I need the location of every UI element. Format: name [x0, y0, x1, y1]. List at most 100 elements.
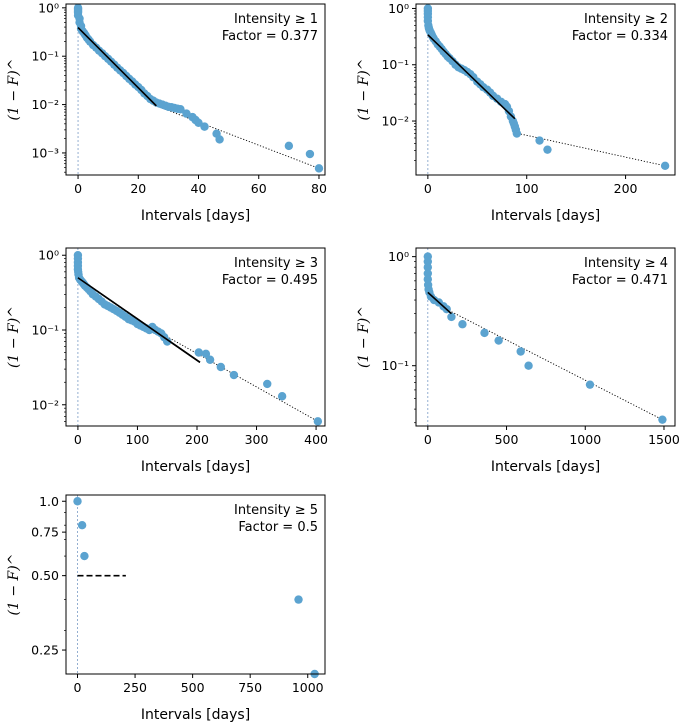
data-point: [494, 336, 503, 345]
data-point: [447, 312, 456, 322]
y-tick-label: 0.50: [31, 568, 59, 583]
data-point: [263, 379, 272, 389]
data-point: [77, 521, 87, 530]
data-point: [176, 105, 185, 114]
subplot-grid: 0 20 40 60 80 10⁻³ 10⁻² 10⁻¹ 10⁰ Intensity ≥ 1 Fac…: [6, 0, 680, 722]
data-point: [73, 497, 82, 506]
intensity-annotation: Intensity ≥ 5: [234, 503, 318, 518]
subplot-3: 0 100 200 300 400 10⁻² 10⁻¹ 10⁰ Intensity ≥ 3 Fac…: [6, 247, 328, 475]
axes-frame: [65, 494, 326, 675]
data-point: [201, 349, 211, 359]
data-point: [194, 348, 203, 357]
x-tick-label: 200: [185, 432, 209, 447]
data-point: [200, 122, 209, 131]
factor-annotation: Factor = 0.471: [572, 273, 668, 288]
exponential-fit-line-overlay: [427, 291, 452, 315]
y-tick-label: 10⁻²: [31, 397, 59, 412]
x-tick-label: 60: [251, 181, 267, 196]
data-point: [205, 355, 215, 364]
y-axis-label: (1 − F)^: [6, 554, 22, 616]
y-tick-label: 0.75: [31, 525, 59, 540]
exponential-fit-line-overlay: [77, 277, 201, 363]
y-tick-label: 10⁻³: [31, 145, 59, 160]
data-point: [543, 145, 552, 154]
x-tick-label: 400: [304, 432, 328, 447]
y-tick-label: 10⁻²: [31, 97, 59, 112]
y-tick-label: 10⁻¹: [381, 358, 409, 373]
x-tick-label: 0: [424, 181, 432, 196]
x-tick-label: 300: [245, 432, 269, 447]
data-point: [660, 161, 670, 171]
y-tick-label: 10⁻¹: [381, 57, 409, 72]
axes-frame: [415, 247, 676, 427]
data-point: [516, 347, 525, 356]
y-axis-label: (1 − F)^: [6, 59, 22, 121]
data-point: [277, 392, 287, 401]
data-point: [458, 320, 467, 329]
data-point: [163, 337, 172, 346]
y-tick-label: 10⁻¹: [31, 49, 59, 64]
axes-frame: [65, 3, 326, 176]
y-tick-label: 10⁰: [388, 1, 409, 16]
x-tick-label: 0: [74, 181, 82, 196]
axes-frame: [415, 3, 676, 176]
data-point: [294, 595, 303, 604]
x-tick-label: 0: [74, 432, 82, 447]
factor-annotation: Factor = 0.334: [572, 29, 668, 44]
data-point: [216, 362, 226, 372]
x-tick-label: 100: [126, 432, 150, 447]
x-tick-label: 500: [181, 680, 205, 695]
exponential-fit-line-overlay: [77, 27, 157, 107]
tail-fit-line: [156, 105, 320, 169]
data-point: [658, 415, 667, 424]
x-tick-label: 500: [495, 432, 519, 447]
y-axis-label: (1 − F)^: [356, 59, 372, 121]
intensity-annotation: Intensity ≥ 4: [584, 256, 668, 271]
x-tick-label: 100: [515, 181, 539, 196]
data-point: [512, 129, 522, 138]
data-point: [284, 141, 294, 151]
factor-annotation: Factor = 0.5: [238, 520, 318, 535]
data-point: [80, 551, 89, 561]
x-axis-label: Intervals [days]: [141, 459, 250, 475]
x-axis-label: Intervals [days]: [491, 208, 600, 224]
exponential-fit-line-overlay: [427, 34, 516, 120]
data-point: [229, 370, 239, 380]
data-point: [305, 149, 315, 159]
x-tick-label: 1000: [569, 432, 601, 447]
tail-fit-line: [161, 333, 319, 422]
data-point: [194, 118, 203, 127]
y-axis-label: (1 − F)^: [356, 306, 372, 368]
y-axis-label: (1 − F)^: [6, 306, 22, 368]
data-point: [585, 380, 595, 389]
subplot-2: 0 100 200 10⁻² 10⁻¹ 10⁰ Intensity ≥ 2 Factor = …: [356, 1, 676, 224]
subplot-1: 0 20 40 60 80 10⁻³ 10⁻² 10⁻¹ 10⁰ Intensity ≥ 1 Fac…: [6, 0, 327, 224]
x-tick-label: 250: [123, 680, 147, 695]
x-tick-label: 40: [191, 181, 207, 196]
subplot-5: 0 250 500 750 1000 0.25 0.50 0.75 1.0 Intensity ≥…: [6, 494, 326, 722]
factor-annotation: Factor = 0.495: [222, 273, 318, 288]
y-tick-label: 0.25: [31, 643, 59, 658]
subplot-4: 0 500 1000 1500 10⁻¹ 10⁰ Intensity ≥ 4 Factor =…: [356, 247, 680, 475]
data-point: [535, 136, 544, 145]
y-tick-label: 10⁰: [388, 249, 409, 264]
data-point: [215, 135, 224, 144]
y-tick-label: 10⁻¹: [31, 323, 59, 338]
data-point: [480, 328, 489, 338]
x-axis-label: Intervals [days]: [141, 208, 250, 224]
y-tick-label: 10⁻²: [381, 114, 409, 129]
x-tick-label: 20: [130, 181, 146, 196]
x-tick-label: 0: [74, 680, 82, 695]
x-tick-label: 0: [424, 432, 432, 447]
data-point: [524, 361, 533, 370]
intensity-annotation: Intensity ≥ 3: [234, 256, 318, 271]
y-tick-label: 10⁰: [38, 248, 59, 263]
data-point: [423, 263, 433, 272]
intensity-annotation: Intensity ≥ 2: [584, 12, 668, 27]
tail-fit-line: [443, 307, 663, 421]
data-point: [423, 269, 433, 278]
data-point: [313, 417, 323, 426]
factor-annotation: Factor = 0.377: [222, 29, 318, 44]
x-tick-label: 750: [238, 680, 262, 695]
